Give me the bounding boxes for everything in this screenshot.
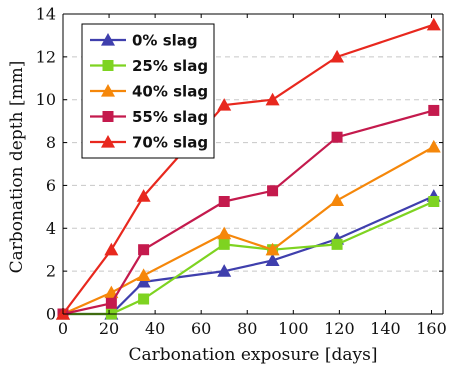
data-point <box>426 139 441 153</box>
legend-label: 70% slag <box>132 134 208 152</box>
data-point <box>265 92 280 106</box>
data-point <box>330 193 345 207</box>
data-point <box>218 238 230 250</box>
series-line <box>62 145 435 316</box>
data-point <box>138 293 150 305</box>
series-layer <box>56 17 441 320</box>
data-point <box>426 17 441 31</box>
y-tick-label: 12 <box>36 47 56 66</box>
y-tick-label: 4 <box>46 219 56 238</box>
x-tick-label: 120 <box>324 319 355 338</box>
legend-swatch-marker <box>101 84 115 97</box>
series-line <box>63 200 435 316</box>
x-tick-label: 100 <box>278 319 309 338</box>
data-point <box>428 104 440 116</box>
x-tick-label: 80 <box>237 319 257 338</box>
legend-label: 0% slag <box>132 32 198 50</box>
data-point <box>331 131 343 143</box>
axes <box>62 13 444 315</box>
series-2 <box>56 139 441 320</box>
y-tick-label: 0 <box>46 305 56 324</box>
x-tick-label: 140 <box>370 319 401 338</box>
ticks: 0 20 40 60 80 100 120 140 160 0 2 4 6 8 10 12 14 <box>36 5 447 339</box>
legend-label: 55% slag <box>132 108 208 126</box>
y-tick-label: 14 <box>36 5 56 24</box>
y-tick-label: 2 <box>46 262 56 281</box>
data-point <box>105 297 117 309</box>
data-point <box>428 196 440 207</box>
legend-entry: 55% slag <box>90 108 208 126</box>
data-point <box>104 285 119 299</box>
legend: 0% slag 25% slag 40% slag 55% slag 70% slag <box>81 23 215 159</box>
data-point <box>217 98 232 111</box>
legend-label: 25% slag <box>132 57 208 75</box>
data-point <box>136 268 151 282</box>
y-axis-title: Carbonation depth [mm] <box>7 61 27 274</box>
data-point <box>330 49 345 63</box>
series-4 <box>56 17 441 320</box>
y-tick-label: 6 <box>46 176 56 195</box>
data-point <box>104 242 119 256</box>
legend-swatch-marker <box>101 33 115 46</box>
x-tick-label: 40 <box>145 319 165 338</box>
data-point <box>331 238 343 250</box>
data-point <box>265 253 280 267</box>
legend-entry: 40% slag <box>90 83 208 101</box>
series-line <box>63 195 435 316</box>
data-point <box>217 226 232 240</box>
y-tick-label: 8 <box>46 133 56 152</box>
legend-label: 40% slag <box>132 83 208 101</box>
data-point <box>265 242 280 256</box>
legend-entry: 70% slag <box>90 134 208 152</box>
data-point <box>218 196 230 207</box>
data-point <box>136 274 151 288</box>
x-tick-label: 20 <box>99 319 119 338</box>
x-tick-label: 160 <box>416 319 447 338</box>
data-point <box>267 185 279 197</box>
legend-swatch-marker <box>101 135 115 148</box>
data-point <box>136 189 151 202</box>
legend-entry: 0% slag <box>90 32 198 50</box>
x-tick-label: 0 <box>58 319 68 338</box>
y-tick-label: 10 <box>36 90 56 109</box>
data-point <box>217 264 232 277</box>
legend-swatch-marker <box>102 60 114 71</box>
legend-swatch-marker <box>102 111 114 122</box>
legend-entry: 25% slag <box>90 57 208 75</box>
x-tick-label: 60 <box>191 319 211 338</box>
x-axis-title: Carbonation exposure [days] <box>129 345 378 365</box>
data-point <box>138 244 150 256</box>
